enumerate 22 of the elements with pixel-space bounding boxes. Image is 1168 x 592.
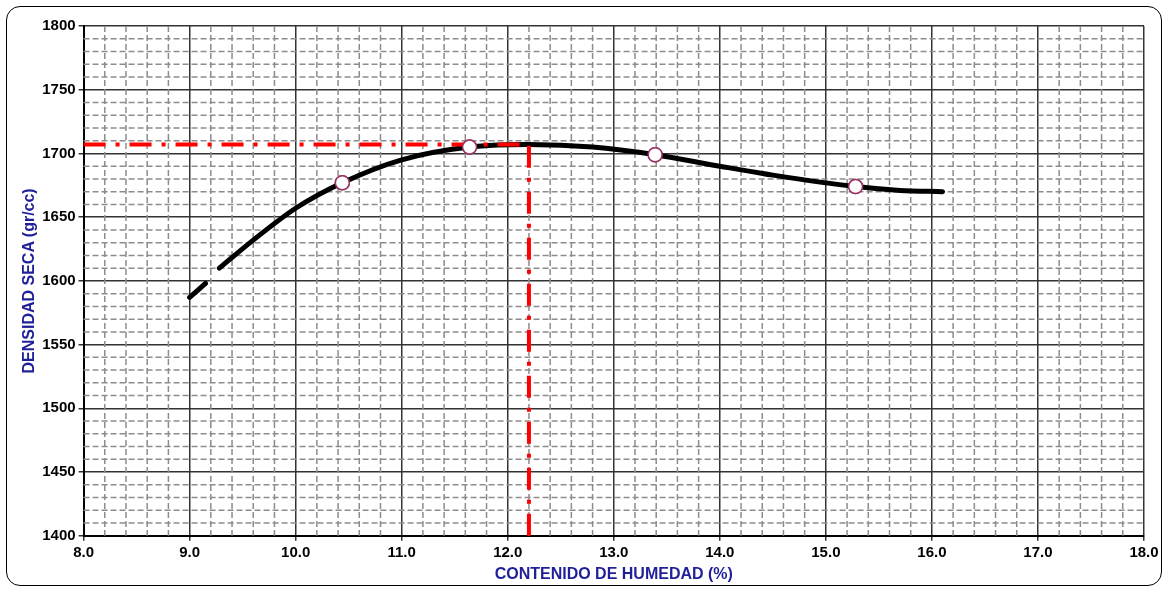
y-tick-label: 1450 bbox=[42, 462, 76, 480]
y-tick-label: 1600 bbox=[42, 271, 76, 289]
x-tick-label: 9.0 bbox=[179, 542, 201, 560]
x-tick-label: 18.0 bbox=[1129, 542, 1159, 560]
x-tick-label: 11.0 bbox=[387, 542, 416, 560]
x-tick-label: 13.0 bbox=[599, 542, 629, 560]
y-tick-label: 1750 bbox=[42, 79, 76, 97]
x-tick-label: 16.0 bbox=[917, 542, 947, 560]
y-axis-title: DENSIDAD SECA (gr/cc) bbox=[20, 188, 38, 374]
y-tick-label: 1400 bbox=[42, 525, 76, 543]
x-tick-label: 10.0 bbox=[281, 542, 311, 560]
x-tick-label: 12.0 bbox=[493, 542, 523, 560]
x-tick-label: 17.0 bbox=[1023, 542, 1053, 560]
x-tick-label: 14.0 bbox=[705, 542, 735, 560]
y-tick-label: 1550 bbox=[42, 334, 76, 352]
y-tick-label: 1650 bbox=[42, 207, 76, 225]
y-tick-label: 1700 bbox=[42, 143, 76, 161]
y-tick-label: 1800 bbox=[42, 16, 76, 34]
x-tick-label: 8.0 bbox=[73, 542, 94, 560]
x-axis-title: CONTENIDO DE HUMEDAD (%) bbox=[494, 564, 733, 582]
x-tick-label: 15.0 bbox=[811, 542, 841, 560]
y-tick-label: 1500 bbox=[42, 398, 76, 416]
